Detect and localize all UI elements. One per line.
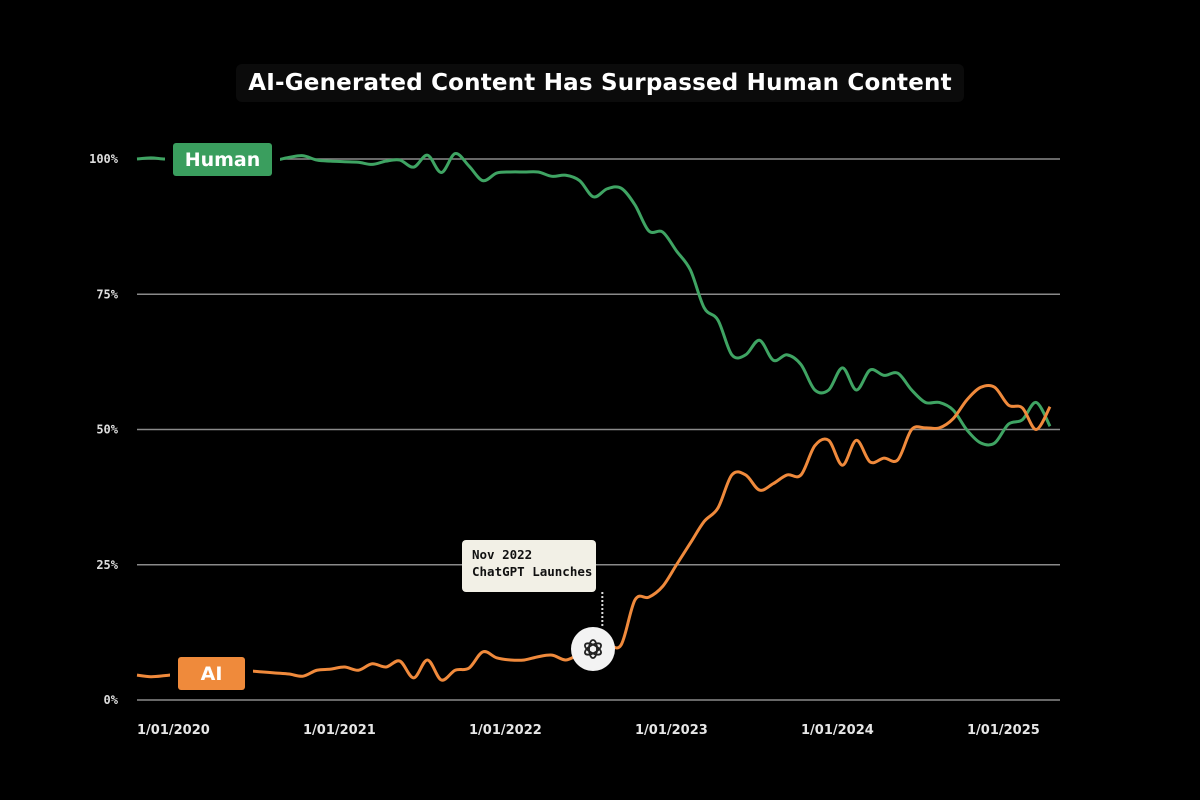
y-tick-label: 50% [96, 423, 118, 437]
series-label-human: Human [173, 143, 272, 176]
x-tick-label: 1/01/2025 [967, 723, 1040, 738]
y-tick-label: 25% [96, 558, 118, 572]
y-tick-label: 100% [89, 152, 119, 166]
x-tick-label: 1/01/2024 [801, 723, 874, 738]
y-tick-label: 0% [104, 693, 119, 707]
annotation-text: ChatGPT Launches [472, 564, 593, 579]
chart-title-text: AI-Generated Content Has Surpassed Human… [236, 64, 964, 102]
openai-logo-icon [571, 627, 615, 671]
series-line-human [136, 152, 1052, 447]
chart-title: AI-Generated Content Has Surpassed Human… [0, 64, 1200, 102]
annotation-callout: Nov 2022 ChatGPT Launches [462, 540, 596, 592]
annotation-date: Nov 2022 [472, 547, 533, 562]
x-tick-label: 1/01/2021 [303, 723, 376, 738]
y-tick-label: 75% [96, 287, 118, 301]
x-tick-label: 1/01/2022 [469, 723, 542, 738]
x-tick-label: 1/01/2023 [635, 723, 708, 738]
x-tick-label: 1/01/2020 [137, 723, 210, 738]
series-label-ai: AI [178, 657, 245, 690]
